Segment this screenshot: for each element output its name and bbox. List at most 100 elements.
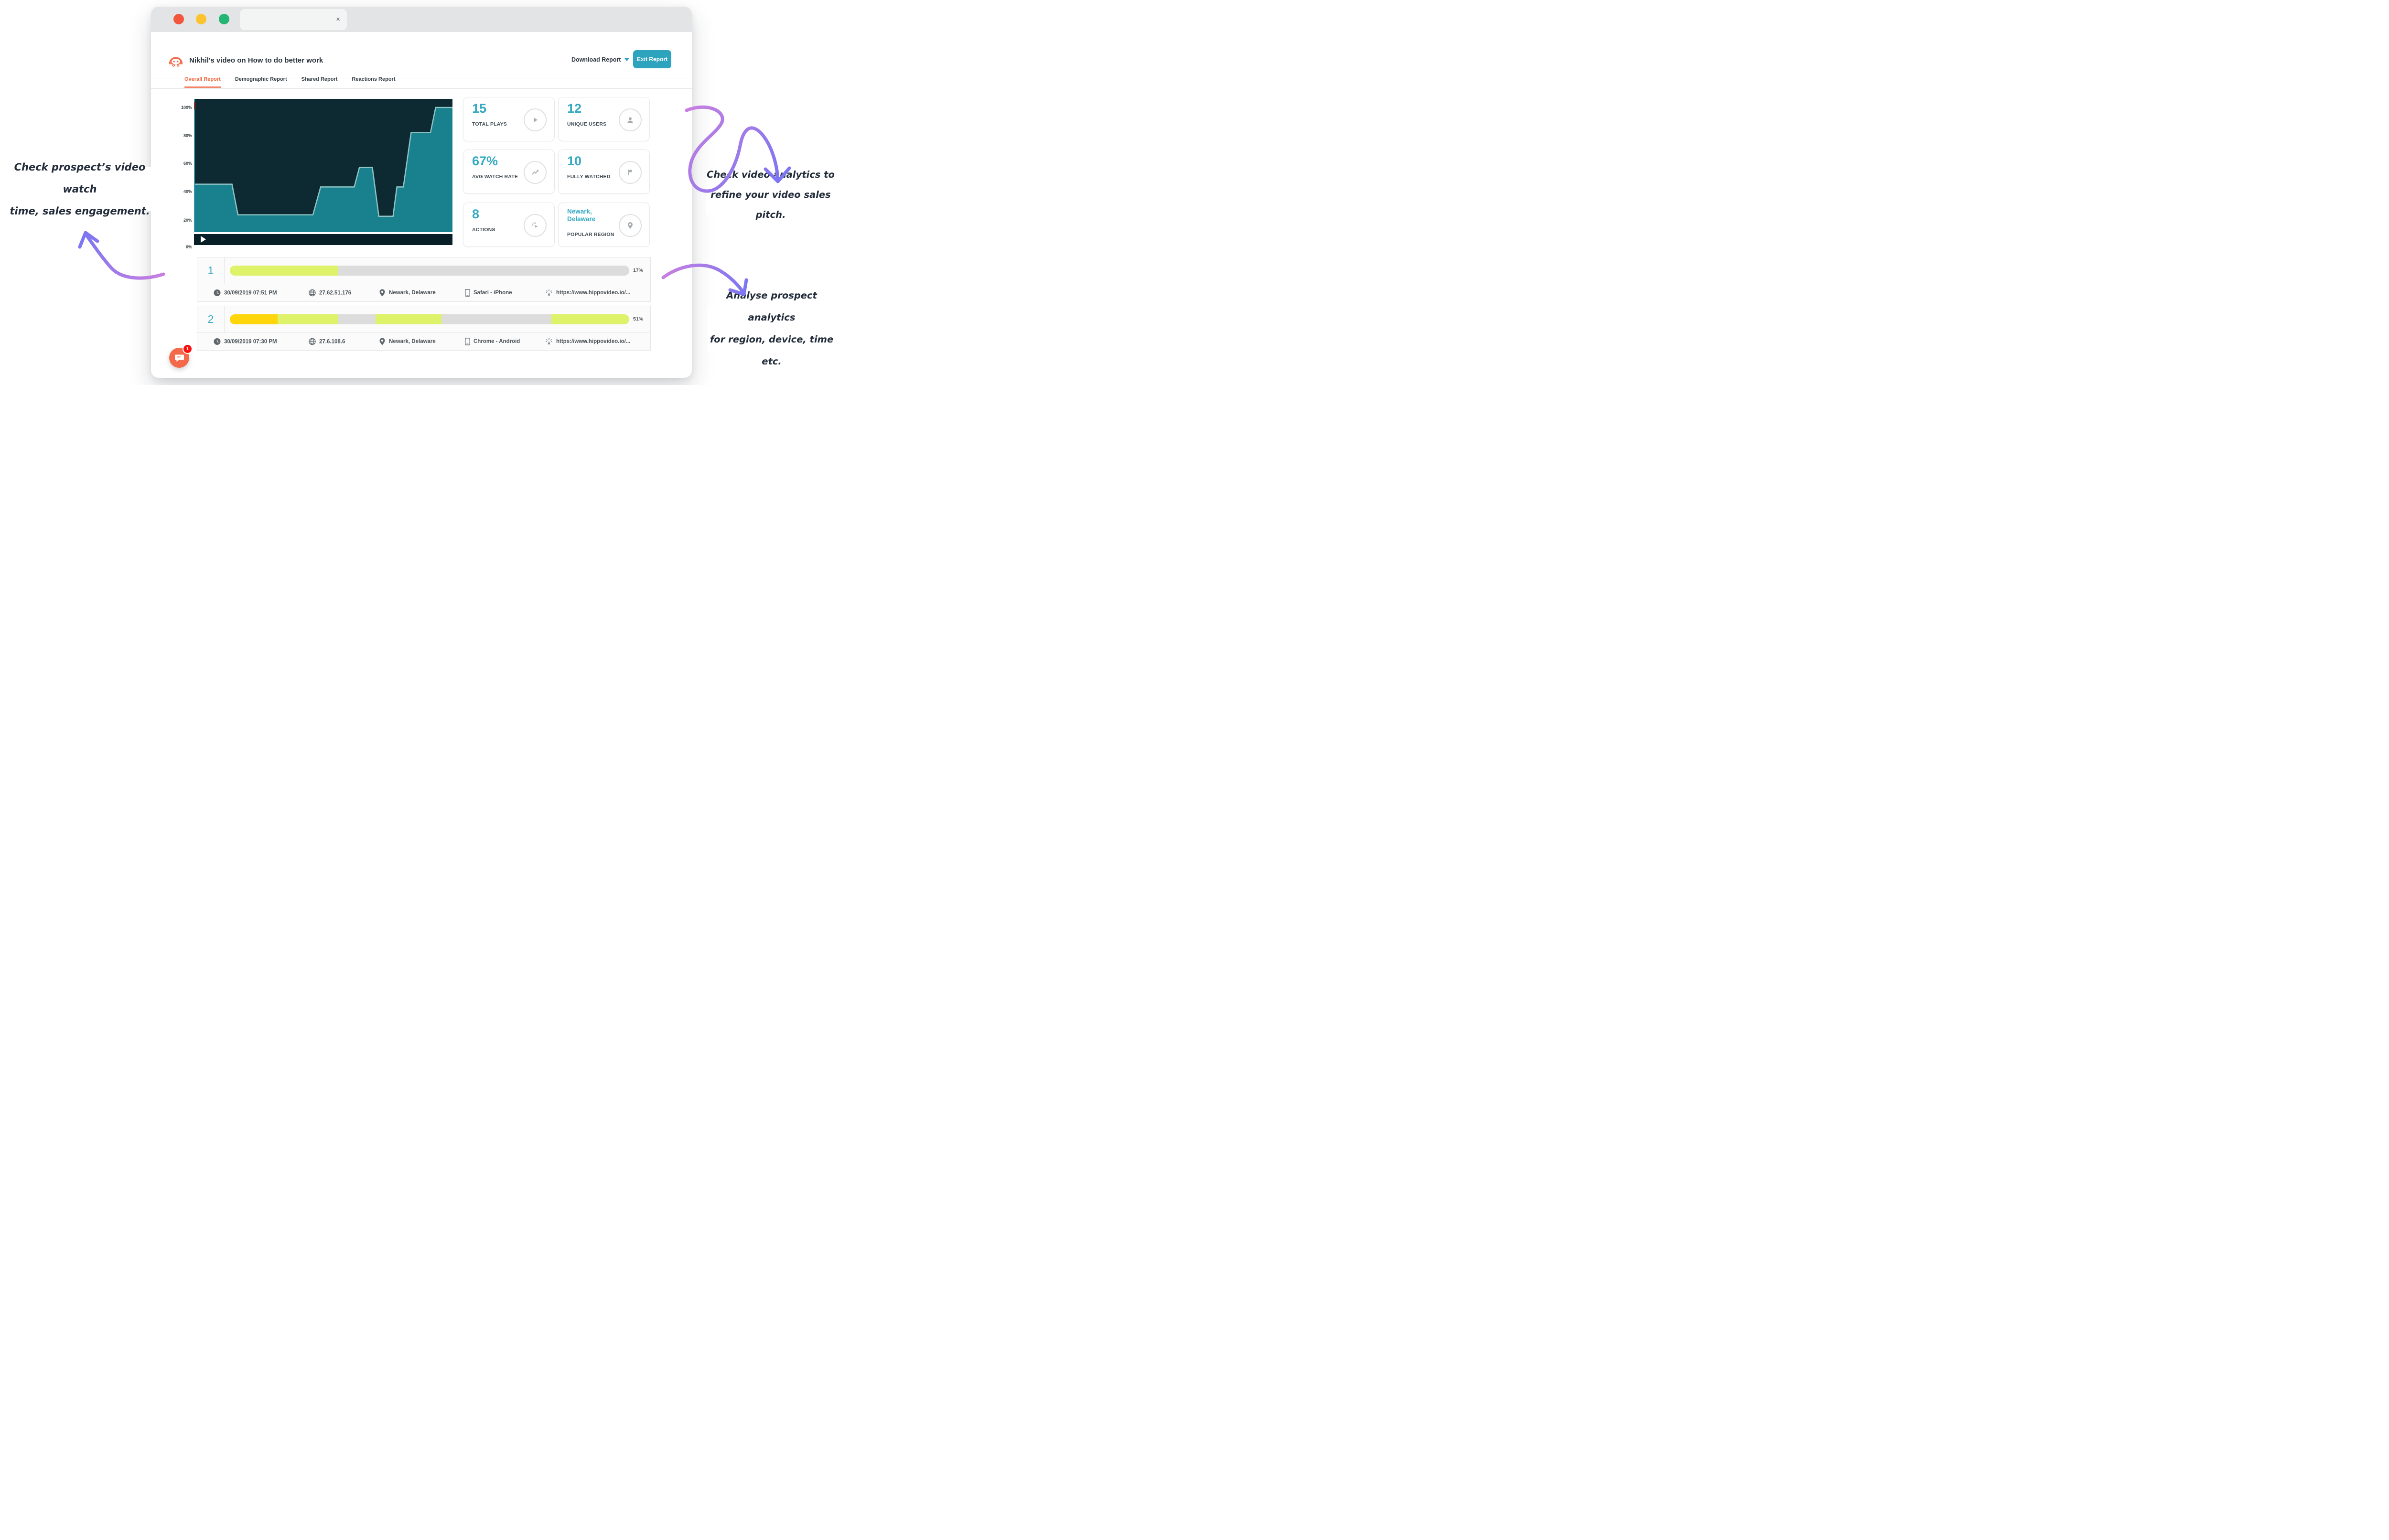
detail-time: 30/09/2019 07:51 PM [214, 289, 277, 297]
watch-bar-segment [441, 314, 551, 324]
annotation-right-top-line2: refine your video sales pitch. [710, 189, 831, 220]
stat-value: 10 [567, 154, 582, 168]
maximize-window-button[interactable] [219, 14, 229, 24]
detail-ip: 27.6.108.6 [309, 338, 345, 345]
viewer-details: 30/09/2019 07:30 PM 27.6.108.6 Newark, [197, 332, 650, 350]
hippo-logo-icon [169, 57, 183, 67]
detail-time-text: 30/09/2019 07:30 PM [224, 339, 277, 344]
video-title: Nikhil's video on How to do better work [189, 56, 323, 64]
viewer-index: 2 [197, 306, 225, 332]
detail-source-text: https://www.hippovideo.io/... [556, 339, 631, 344]
detail-location-text: Newark, Delaware [389, 339, 436, 344]
detail-ip-text: 27.6.108.6 [319, 339, 345, 344]
detail-device: Chrome - Android [465, 338, 520, 345]
y-axis-tick: 80% [183, 133, 192, 138]
viewer-details: 30/09/2019 07:51 PM 27.62.51.176 Newar [197, 284, 650, 301]
stat-label: FULLY WATCHED [567, 174, 611, 180]
tab-shared-report[interactable]: Shared Report [301, 76, 338, 82]
detail-location-text: Newark, Delaware [389, 290, 436, 296]
annotation-right-top: Check video analytics to refine your vid… [706, 169, 835, 220]
watch-bar-segment [337, 314, 376, 324]
report-header: Nikhil's video on How to do better work … [151, 32, 692, 78]
y-axis-tick: 20% [183, 218, 192, 223]
detail-device-text: Chrome - Android [473, 339, 520, 344]
location-icon [619, 214, 642, 237]
chat-notification-badge: 1 [183, 344, 193, 354]
detail-time: 30/09/2019 07:30 PM [214, 338, 277, 345]
tabs-divider [151, 88, 692, 89]
stat-value: Newark, Delaware [567, 208, 596, 223]
y-axis-tick: 0% [185, 245, 192, 249]
download-report-label: Download Report [571, 56, 621, 63]
stat-label: TOTAL PLAYS [472, 121, 507, 127]
detail-device: Safari - iPhone [465, 289, 512, 297]
smartphone-icon [465, 338, 470, 345]
globe-icon [309, 289, 316, 297]
stat-card-total-plays: 15 TOTAL PLAYS [463, 97, 555, 141]
watch-bar-segment [230, 314, 278, 324]
annotation-right-top-line1: Check video analytics to [707, 169, 835, 180]
close-window-button[interactable] [173, 14, 184, 24]
stat-value: 8 [472, 207, 480, 221]
video-progress-bar[interactable] [194, 232, 452, 234]
watch-heat-bar [230, 266, 629, 276]
watch-bar-segment [278, 314, 338, 324]
viewer-index: 1 [197, 257, 225, 284]
detail-location: Newark, Delaware [379, 289, 436, 297]
annotation-left-line1: Check prospect’s video watch [14, 161, 146, 195]
y-axis-tick: 40% [183, 189, 192, 194]
watch-heat-bar [230, 314, 629, 324]
exit-report-button[interactable]: Exit Report [633, 50, 671, 68]
stat-card-fully-watched: 10 FULLY WATCHED [558, 150, 650, 194]
detail-source: https://www.hippovideo.io/... [545, 289, 630, 297]
stat-card-unique-users: 12 UNIQUE USERS [558, 97, 650, 141]
watch-bar-segment [376, 314, 442, 324]
tab-demographic-report[interactable]: Demographic Report [235, 76, 287, 82]
minimize-window-button[interactable] [196, 14, 206, 24]
tab-overall-report[interactable]: Overall Report [184, 76, 221, 88]
tab-reactions-report[interactable]: Reactions Report [352, 76, 396, 82]
globe-icon [309, 338, 316, 345]
play-button[interactable] [201, 236, 206, 243]
annotation-left-line2: time, sales engagement. [10, 205, 150, 217]
watch-percent: 17% [633, 267, 644, 273]
viewer-row-2: 2 51% 30/09/2019 07:30 PM 2 [197, 306, 651, 351]
detail-ip-text: 27.62.51.176 [319, 290, 352, 296]
detail-device-text: Safari - iPhone [473, 290, 512, 296]
stat-label: UNIQUE USERS [567, 121, 607, 127]
page-background: Check prospect’s video watch time, sales… [0, 0, 835, 385]
download-report-button[interactable]: Download Report [571, 56, 630, 63]
browser-tab[interactable]: × [240, 9, 347, 30]
watch-rate-chart [194, 99, 452, 245]
chevron-down-icon [624, 58, 630, 61]
user-icon [619, 108, 642, 131]
stat-value: 15 [472, 101, 487, 116]
clock-icon [214, 338, 221, 345]
stat-card-avg-watch-rate: 67% AVG WATCH RATE [463, 150, 555, 194]
source-icon [546, 338, 552, 345]
axis-marker [194, 102, 195, 109]
annotation-left: Check prospect’s video watch time, sales… [0, 161, 160, 217]
detail-time-text: 30/09/2019 07:51 PM [224, 290, 277, 296]
watch-percent: 51% [633, 316, 644, 322]
viewer-row-1: 1 17% 30/09/2019 07:51 PM 2 [197, 257, 651, 302]
annotation-right-bottom-line1: Analyse prospect analytics [726, 290, 817, 323]
click-icon [524, 214, 547, 237]
report-tabs: Overall Report Demographic Report Shared… [184, 76, 395, 88]
trend-icon [524, 161, 547, 184]
watch-rate-area-chart [194, 107, 452, 234]
stat-value: 12 [567, 101, 582, 116]
detail-ip: 27.62.51.176 [309, 289, 351, 297]
browser-tabbar: × [151, 7, 692, 32]
tab-close-icon[interactable]: × [336, 15, 340, 23]
detail-source: https://www.hippovideo.io/... [545, 338, 630, 345]
stat-label: AVG WATCH RATE [472, 174, 518, 180]
video-control-bar [194, 234, 452, 245]
stat-card-popular-region: Newark, Delaware POPULAR REGION [558, 203, 650, 247]
stat-card-actions: 8 ACTIONS [463, 203, 555, 247]
location-pin-icon [379, 289, 385, 297]
annotation-right-bottom: Analyse prospect analytics for region, d… [708, 290, 835, 367]
watch-bar-segment [230, 266, 338, 276]
play-icon [524, 108, 547, 131]
watch-bar-segment [337, 266, 629, 276]
